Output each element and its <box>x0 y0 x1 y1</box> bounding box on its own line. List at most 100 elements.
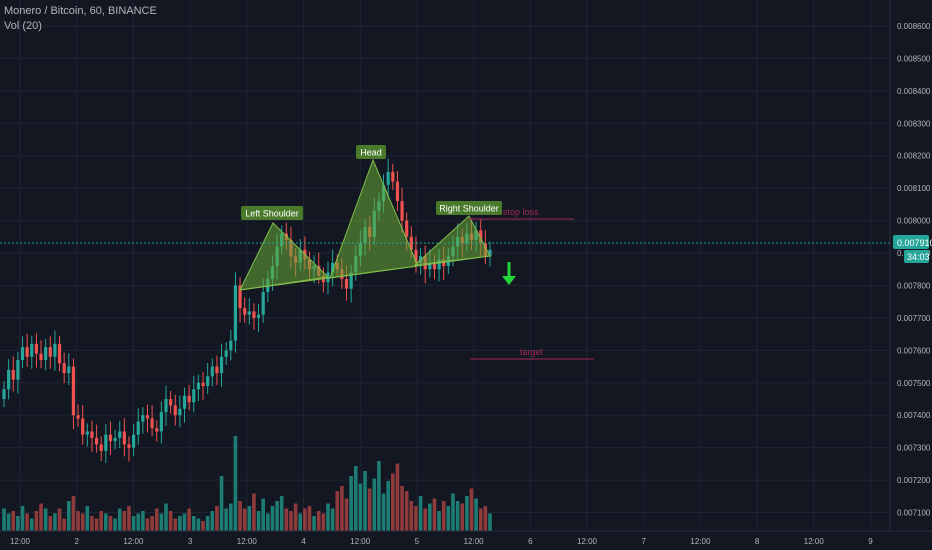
volume-bar <box>182 513 187 531</box>
volume-bar <box>150 516 154 531</box>
candle-body <box>44 347 48 361</box>
time-tick-label: 12:00 <box>690 537 711 546</box>
candle-body <box>30 343 34 357</box>
price-axis[interactable]: 0.008600 0.008500 0.008400 0.008300 0.008200… <box>889 0 931 531</box>
price-tick-label: 0.008300 <box>897 119 931 128</box>
head-label[interactable]: Head <box>356 145 386 159</box>
volume-bar <box>39 503 43 531</box>
volume-bar <box>316 511 321 531</box>
volume-bar <box>173 518 178 531</box>
right-shoulder-label[interactable]: Right Shoulder <box>436 201 502 215</box>
volume-bar <box>377 461 381 531</box>
candle-body <box>71 366 76 416</box>
volume-bar <box>330 508 335 531</box>
candle-body <box>173 405 177 416</box>
volume-bar <box>478 508 483 531</box>
volume-bar <box>168 511 173 531</box>
volume-bar <box>404 491 409 531</box>
volume-bar <box>326 503 330 531</box>
volume-bar <box>2 508 6 531</box>
volume-bar <box>219 476 224 531</box>
volume-bar <box>57 508 62 531</box>
time-tick-label: 6 <box>528 537 533 546</box>
left-shoulder-label[interactable]: Left Shoulder <box>241 206 303 220</box>
candle-body <box>159 411 163 432</box>
candle-body <box>219 356 224 374</box>
volume-bar <box>358 483 363 531</box>
candle-body <box>7 369 11 390</box>
candle-body <box>2 389 6 399</box>
price-tick-label: 0.007500 <box>897 379 931 388</box>
price-tick-label: 0.008100 <box>897 184 931 193</box>
candle-body <box>90 431 94 438</box>
candle-body <box>488 249 492 257</box>
volume-bar <box>289 511 293 531</box>
head-triangle <box>329 158 419 279</box>
volume-bar <box>233 436 238 531</box>
volume-bar <box>353 466 358 531</box>
candle-body <box>178 408 182 416</box>
candle-body <box>187 395 191 403</box>
volume-bar <box>136 513 141 531</box>
candle-body <box>145 415 150 419</box>
time-tick-label: 12:00 <box>577 537 598 546</box>
volume-indicator-title: Vol (20) <box>4 20 42 32</box>
neckline <box>239 255 491 291</box>
volume-bar <box>127 506 131 531</box>
time-tick-label: 12:00 <box>350 537 371 546</box>
candle-body <box>238 285 242 309</box>
candle-body <box>247 311 251 315</box>
candle-body <box>48 347 52 357</box>
volume-bar <box>279 496 284 531</box>
volume-bar <box>455 501 460 531</box>
volume-bar <box>446 506 451 531</box>
volume-bar <box>386 481 390 531</box>
volume-bar <box>187 508 191 531</box>
candle-body <box>349 272 353 289</box>
time-tick-label: 9 <box>868 537 873 546</box>
volume-bar <box>215 506 219 531</box>
right-shoulder-triangle <box>413 215 491 266</box>
candle-body <box>85 431 89 435</box>
left-shoulder-text: Left Shoulder <box>245 209 299 219</box>
candle-body <box>76 415 80 419</box>
candle-body <box>215 366 219 374</box>
volume-bar <box>312 516 316 531</box>
time-tick-label: 12:00 <box>10 537 31 546</box>
candle-body <box>391 171 395 182</box>
candle-body <box>224 350 228 357</box>
volume-bar <box>252 493 256 531</box>
volume-bar <box>441 501 446 531</box>
price-tick-label: 0.007800 <box>897 281 931 290</box>
volume-bar <box>335 491 340 531</box>
volume-bar <box>90 516 94 531</box>
volume-bar <box>423 508 427 531</box>
volume-bar <box>321 513 326 531</box>
candle-body <box>136 421 140 435</box>
volume-bar <box>76 511 80 531</box>
candle-body <box>169 399 173 406</box>
candle-body <box>113 437 117 442</box>
candle-body <box>127 444 131 448</box>
candle-body <box>409 236 413 250</box>
volume-bar <box>488 513 492 531</box>
candle-body <box>256 314 261 318</box>
chart-grid <box>0 0 890 531</box>
current-price-label: 0.007910 <box>897 238 932 248</box>
candle-body <box>206 376 210 387</box>
volume-bar <box>229 503 233 531</box>
volume-bar <box>71 496 76 531</box>
volume-bar <box>205 516 210 531</box>
volume-bar <box>164 503 168 531</box>
candle-body <box>34 343 38 354</box>
volume-bar <box>62 518 66 531</box>
volume-bar <box>178 516 182 531</box>
candle-body <box>428 262 432 270</box>
stop-loss-text: stop loss <box>503 207 539 217</box>
time-axis[interactable]: 12:00 2 12:00 3 12:00 4 12:00 5 12:00 6 12:00 7 12:0… <box>0 530 932 546</box>
volume-bar <box>437 511 441 531</box>
volume-bar <box>349 476 353 531</box>
volume-bar <box>20 506 25 531</box>
target-text: target <box>520 347 544 357</box>
